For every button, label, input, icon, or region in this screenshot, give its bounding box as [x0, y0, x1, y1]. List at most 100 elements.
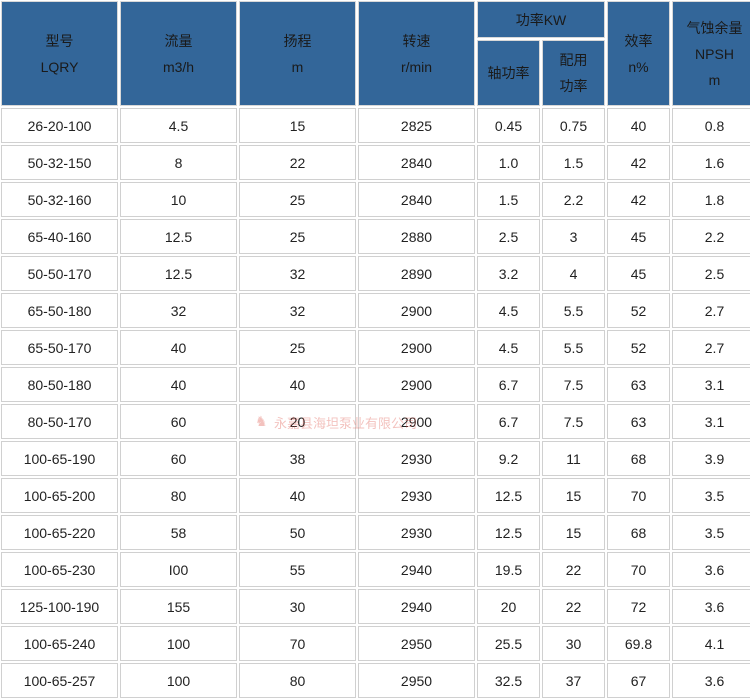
- table-cell: 25.5: [477, 626, 540, 661]
- table-cell: 32: [239, 293, 356, 328]
- table-cell: 100-65-257: [1, 663, 118, 698]
- table-cell: 2840: [358, 182, 475, 217]
- table-cell: 11: [542, 441, 605, 476]
- table-cell: 40: [120, 330, 237, 365]
- table-cell: 40: [120, 367, 237, 402]
- table-cell: 50: [239, 515, 356, 550]
- table-cell: 58: [120, 515, 237, 550]
- table-cell: 3.5: [672, 515, 750, 550]
- table-cell: 2.7: [672, 330, 750, 365]
- header-head: 扬程 m: [239, 1, 356, 106]
- table-cell: 63: [607, 404, 670, 439]
- table-cell: 2900: [358, 404, 475, 439]
- table-cell: 50-50-170: [1, 256, 118, 291]
- table-cell: 80-50-180: [1, 367, 118, 402]
- table-cell: 12.5: [477, 515, 540, 550]
- table-cell: 12.5: [120, 256, 237, 291]
- table-cell: 4.5: [120, 108, 237, 143]
- table-cell: 3.1: [672, 404, 750, 439]
- table-cell: 3.9: [672, 441, 750, 476]
- table-row: 80-50-170 60 20 2900 6.7 7.5 63 3.1: [1, 404, 750, 439]
- table-cell: 40: [239, 478, 356, 513]
- header-shaft-power: 轴功率: [477, 40, 540, 106]
- table-cell: 67: [607, 663, 670, 698]
- table-cell: 32: [239, 256, 356, 291]
- table-cell: 2890: [358, 256, 475, 291]
- table-cell: 15: [542, 478, 605, 513]
- table-cell: 12.5: [120, 219, 237, 254]
- table-cell: 70: [607, 478, 670, 513]
- table-cell: 25: [239, 330, 356, 365]
- table-cell: 38: [239, 441, 356, 476]
- table-row: 65-50-180 32 32 2900 4.5 5.5 52 2.7: [1, 293, 750, 328]
- table-row: 80-50-180 40 40 2900 6.7 7.5 63 3.1: [1, 367, 750, 402]
- table-cell: 52: [607, 293, 670, 328]
- table-cell: 68: [607, 441, 670, 476]
- header-flow: 流量 m3/h: [120, 1, 237, 106]
- table-cell: 100-65-200: [1, 478, 118, 513]
- table-cell: 100-65-220: [1, 515, 118, 550]
- table-cell: 2880: [358, 219, 475, 254]
- table-cell: I00: [120, 552, 237, 587]
- table-cell: 22: [542, 589, 605, 624]
- table-cell: 1.6: [672, 145, 750, 180]
- table-cell: 155: [120, 589, 237, 624]
- header-model: 型号 LQRY: [1, 1, 118, 106]
- table-cell: 0.75: [542, 108, 605, 143]
- table-cell: 2.7: [672, 293, 750, 328]
- table-cell: 30: [239, 589, 356, 624]
- table-cell: 4.1: [672, 626, 750, 661]
- table-cell: 50-32-150: [1, 145, 118, 180]
- table-cell: 7.5: [542, 367, 605, 402]
- table-cell: 4: [542, 256, 605, 291]
- table-cell: 6.7: [477, 367, 540, 402]
- table-cell: 3.1: [672, 367, 750, 402]
- table-cell: 100-65-230: [1, 552, 118, 587]
- table-cell: 80-50-170: [1, 404, 118, 439]
- table-cell: 15: [542, 515, 605, 550]
- table-cell: 4.5: [477, 293, 540, 328]
- table-cell: 65-50-180: [1, 293, 118, 328]
- table-cell: 25: [239, 182, 356, 217]
- table-cell: 32: [120, 293, 237, 328]
- table-cell: 69.8: [607, 626, 670, 661]
- table-cell: 2950: [358, 663, 475, 698]
- table-cell: 72: [607, 589, 670, 624]
- table-cell: 2930: [358, 515, 475, 550]
- table-cell: 3.6: [672, 663, 750, 698]
- table-cell: 40: [239, 367, 356, 402]
- table-cell: 30: [542, 626, 605, 661]
- table-cell: 42: [607, 182, 670, 217]
- table-cell: 80: [120, 478, 237, 513]
- table-cell: 3.5: [672, 478, 750, 513]
- table-cell: 70: [239, 626, 356, 661]
- table-cell: 2.2: [672, 219, 750, 254]
- table-cell: 5.5: [542, 330, 605, 365]
- table-row: 100-65-190 60 38 2930 9.2 11 68 3.9: [1, 441, 750, 476]
- table-cell: 125-100-190: [1, 589, 118, 624]
- table-row: 100-65-230 I00 55 2940 19.5 22 70 3.6: [1, 552, 750, 587]
- table-cell: 22: [542, 552, 605, 587]
- table-cell: 45: [607, 219, 670, 254]
- table-cell: 0.8: [672, 108, 750, 143]
- table-cell: 100: [120, 626, 237, 661]
- table-cell: 100-65-190: [1, 441, 118, 476]
- table-cell: 40: [607, 108, 670, 143]
- table-cell: 1.5: [477, 182, 540, 217]
- table-cell: 2.5: [672, 256, 750, 291]
- header-speed: 转速 r/min: [358, 1, 475, 106]
- header-npsh: 气蚀余量 NPSH m: [672, 1, 750, 106]
- table-cell: 2950: [358, 626, 475, 661]
- table-cell: 2840: [358, 145, 475, 180]
- table-cell: 60: [120, 441, 237, 476]
- table-row: 50-50-170 12.5 32 2890 3.2 4 45 2.5: [1, 256, 750, 291]
- table-row: 125-100-190 155 30 2940 20 22 72 3.6: [1, 589, 750, 624]
- table-cell: 2930: [358, 441, 475, 476]
- table-row: 100-65-240 100 70 2950 25.5 30 69.8 4.1: [1, 626, 750, 661]
- table-cell: 2.5: [477, 219, 540, 254]
- table-cell: 80: [239, 663, 356, 698]
- table-cell: 63: [607, 367, 670, 402]
- table-row: 26-20-100 4.5 15 2825 0.45 0.75 40 0.8: [1, 108, 750, 143]
- table-cell: 6.7: [477, 404, 540, 439]
